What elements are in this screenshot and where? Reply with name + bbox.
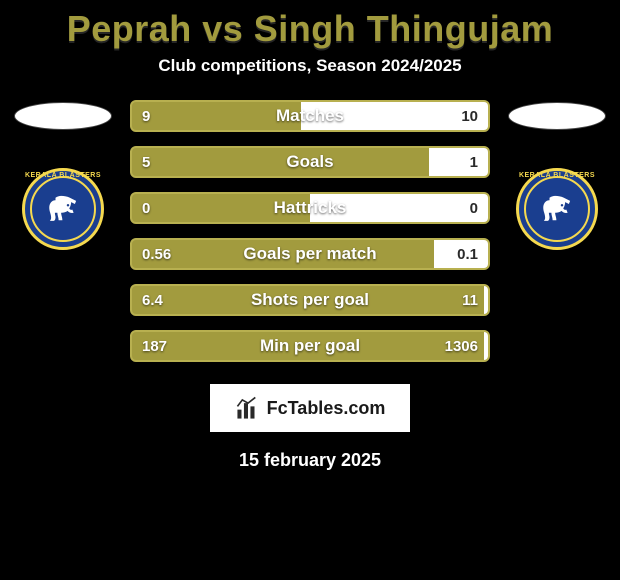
left-flag-placeholder (14, 102, 112, 130)
subtitle: Club competitions, Season 2024/2025 (0, 56, 620, 76)
metric-bar: 0.56Goals per match0.1 (130, 238, 490, 270)
page-title: Peprah vs Singh Thingujam (0, 8, 620, 50)
elephant-icon (537, 189, 577, 229)
metric-label: Hattricks (132, 194, 488, 222)
metric-bar: 0Hattricks0 (130, 192, 490, 224)
metric-right-value: 1306 (445, 332, 478, 360)
date-text: 15 february 2025 (0, 450, 620, 471)
left-team-crest: KERALA BLASTERS (22, 168, 104, 250)
metric-right-value: 1 (470, 148, 478, 176)
metric-bar: 6.4Shots per goal11 (130, 284, 490, 316)
watermark-text: FcTables.com (267, 398, 386, 419)
metric-bar: 9Matches10 (130, 100, 490, 132)
right-flag-placeholder (508, 102, 606, 130)
metric-right-value: 0 (470, 194, 478, 222)
bars-column: 9Matches10 5Goals1 0Hattricks0 0.56Goals pe… (130, 100, 490, 376)
right-side: KERALA BLASTERS (502, 100, 612, 376)
content-row: KERALA BLASTERS 9Matches10 5Goals1 0Hattri… (0, 100, 620, 376)
metric-label: Goals per match (132, 240, 488, 268)
metric-right-value: 0.1 (457, 240, 478, 268)
watermark: FcTables.com (210, 384, 410, 432)
metric-label: Matches (132, 102, 488, 130)
container: Peprah vs Singh Thingujam Club competiti… (0, 0, 620, 471)
right-team-crest: KERALA BLASTERS (516, 168, 598, 250)
metric-label: Shots per goal (132, 286, 488, 314)
metric-label: Min per goal (132, 332, 488, 360)
metric-right-value: 10 (461, 102, 478, 130)
metric-bar: 187Min per goal1306 (130, 330, 490, 362)
left-side: KERALA BLASTERS (8, 100, 118, 376)
chart-icon (235, 395, 261, 421)
elephant-icon (43, 189, 83, 229)
metric-right-value: 11 (462, 286, 478, 314)
metric-bar: 5Goals1 (130, 146, 490, 178)
metric-label: Goals (132, 148, 488, 176)
